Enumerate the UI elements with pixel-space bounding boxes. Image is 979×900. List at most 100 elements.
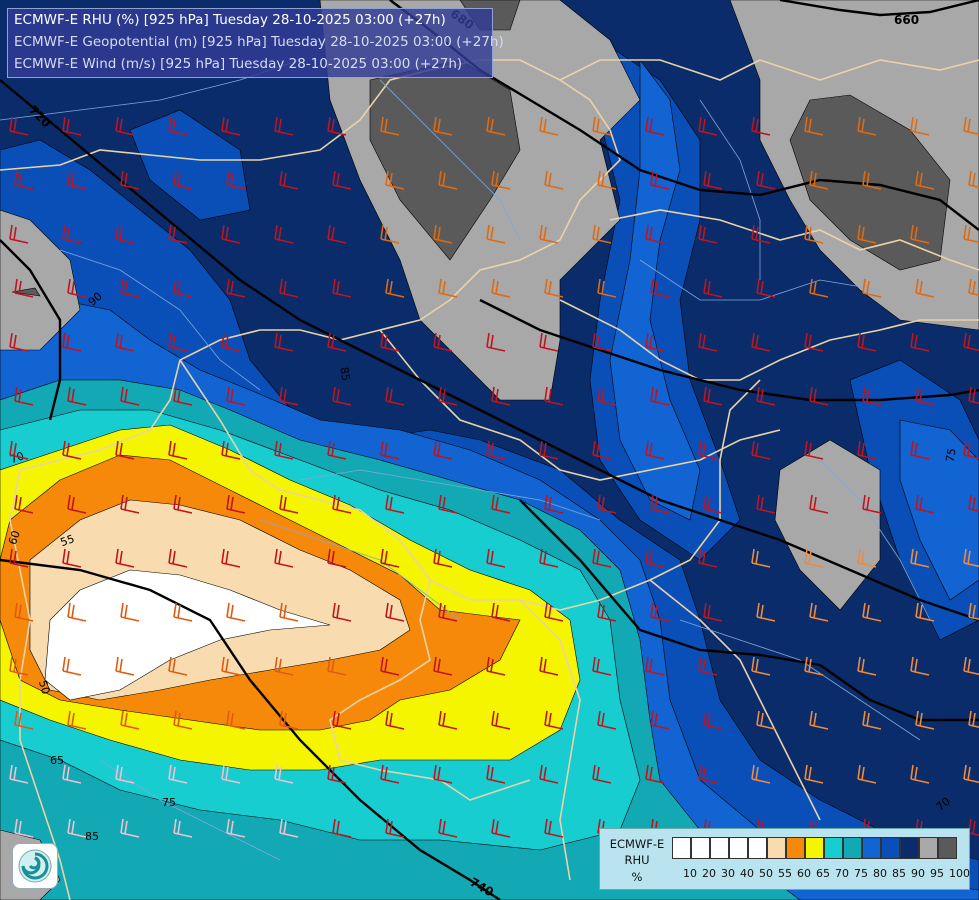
- wind-barb-icon: [9, 548, 29, 568]
- country-borders: [0, 59, 979, 900]
- wind-barb-icon: [756, 494, 776, 514]
- wind-barb-icon: [915, 278, 935, 298]
- wind-barb-icon: [963, 116, 979, 136]
- wind-barb-icon: [857, 440, 877, 460]
- wind-barb-icon: [809, 710, 829, 730]
- legend-swatch: [919, 837, 938, 859]
- wind-barb-icon: [385, 818, 405, 838]
- wind-barb-icon: [433, 656, 453, 676]
- wind-barb-icon: [645, 224, 665, 244]
- wind-barb-icon: [168, 224, 188, 244]
- wind-barb-icon: [592, 440, 612, 460]
- wind-barb-icon: [221, 440, 241, 460]
- wind-barb-icon: [115, 548, 135, 568]
- wind-barb-icon: [597, 494, 617, 514]
- wind-barb-icon: [380, 116, 400, 136]
- rh-label-85: 85: [85, 830, 99, 843]
- wind-barb-icon: [221, 548, 241, 568]
- wind-barb-icon: [857, 656, 877, 676]
- wind-barb-icon: [173, 278, 193, 298]
- legend-title-model: ECMWF-E: [609, 837, 665, 851]
- wind-barb-icon: [168, 548, 188, 568]
- wind-barb-icon: [385, 278, 405, 298]
- wind-barb-icon: [544, 818, 564, 838]
- wind-barb-icon: [120, 710, 140, 730]
- wind-barb-icon: [115, 332, 135, 352]
- wind-barb-icon: [226, 278, 246, 298]
- wind-barb-icon: [173, 710, 193, 730]
- wind-barb-icon: [380, 224, 400, 244]
- wind-barb-icon: [698, 656, 718, 676]
- wind-barb-icon: [274, 332, 294, 352]
- wind-barb-icon: [544, 494, 564, 514]
- wind-barb-icon: [168, 764, 188, 784]
- wind-barb-icon: [115, 656, 135, 676]
- wind-barb-icon: [279, 710, 299, 730]
- legend-tick-label: 80: [873, 867, 887, 880]
- wind-barb-icon: [120, 278, 140, 298]
- wind-barb-icon: [650, 494, 670, 514]
- rh-label-60: 60: [6, 529, 23, 547]
- wind-barb-icon: [14, 602, 34, 622]
- wind-barb-icon: [274, 656, 294, 676]
- wind-barb-icon: [809, 278, 829, 298]
- wind-barbs: [9, 116, 979, 838]
- wind-barb-icon: [226, 494, 246, 514]
- wind-barb-icon: [332, 386, 352, 406]
- legend-tick-label: 100: [949, 867, 970, 880]
- wind-barb-icon: [9, 332, 29, 352]
- wind-barb-icon: [756, 386, 776, 406]
- title-wind: ECMWF-E Wind (m/s) [925 hPa] Tuesday 28-…: [14, 56, 463, 72]
- wind-barb-icon: [751, 764, 771, 784]
- wind-barb-icon: [703, 494, 723, 514]
- legend-tick-label: 20: [702, 867, 716, 880]
- wind-barb-icon: [274, 224, 294, 244]
- wind-barb-icon: [539, 656, 559, 676]
- wind-barb-icon: [14, 494, 34, 514]
- wind-barb-icon: [226, 818, 246, 838]
- wind-barb-icon: [862, 494, 882, 514]
- wind-barb-icon: [62, 656, 82, 676]
- wind-barb-icon: [486, 548, 506, 568]
- wind-barb-icon: [544, 386, 564, 406]
- wind-barb-icon: [168, 440, 188, 460]
- wind-barb-icon: [221, 224, 241, 244]
- wind-barb-icon: [62, 116, 82, 136]
- wind-barb-icon: [539, 224, 559, 244]
- wind-barb-icon: [433, 224, 453, 244]
- wind-barb-icon: [9, 116, 29, 136]
- wind-barb-icon: [380, 764, 400, 784]
- wind-barb-icon: [9, 224, 29, 244]
- legend-swatch: [691, 837, 710, 859]
- wind-barb-icon: [809, 386, 829, 406]
- wind-barb-icon: [332, 278, 352, 298]
- rh-label-50: 50: [36, 679, 52, 696]
- wind-barb-icon: [650, 170, 670, 190]
- wind-barb-icon: [385, 494, 405, 514]
- wind-barb-icon: [910, 440, 930, 460]
- wind-barb-icon: [62, 764, 82, 784]
- rh-100-fill: [11, 0, 951, 297]
- wind-barb-icon: [910, 224, 930, 244]
- title-rhu: ECMWF-E RHU (%) [925 hPa] Tuesday 28-10-…: [14, 12, 446, 28]
- wind-barb-icon: [910, 332, 930, 352]
- wind-barb-icon: [274, 440, 294, 460]
- wind-barb-icon: [804, 224, 824, 244]
- wind-barb-icon: [968, 602, 979, 621]
- wind-barb-icon: [698, 548, 718, 568]
- wind-barb-icon: [915, 386, 935, 406]
- wind-barb-icon: [14, 386, 34, 406]
- wind-barb-icon: [804, 548, 824, 568]
- wind-barb-icon: [751, 548, 771, 568]
- wind-barb-icon: [173, 170, 193, 190]
- wind-barb-icon: [650, 386, 670, 406]
- wind-barb-icon: [862, 386, 882, 406]
- legend-swatch: [767, 837, 786, 859]
- wind-barb-icon: [804, 332, 824, 352]
- wind-barb-icon: [433, 116, 453, 136]
- wind-barb-icon: [385, 386, 405, 406]
- wind-barb-icon: [703, 710, 723, 730]
- legend-swatch: [824, 837, 843, 859]
- wind-barb-icon: [544, 710, 564, 730]
- wind-barb-icon: [120, 602, 140, 622]
